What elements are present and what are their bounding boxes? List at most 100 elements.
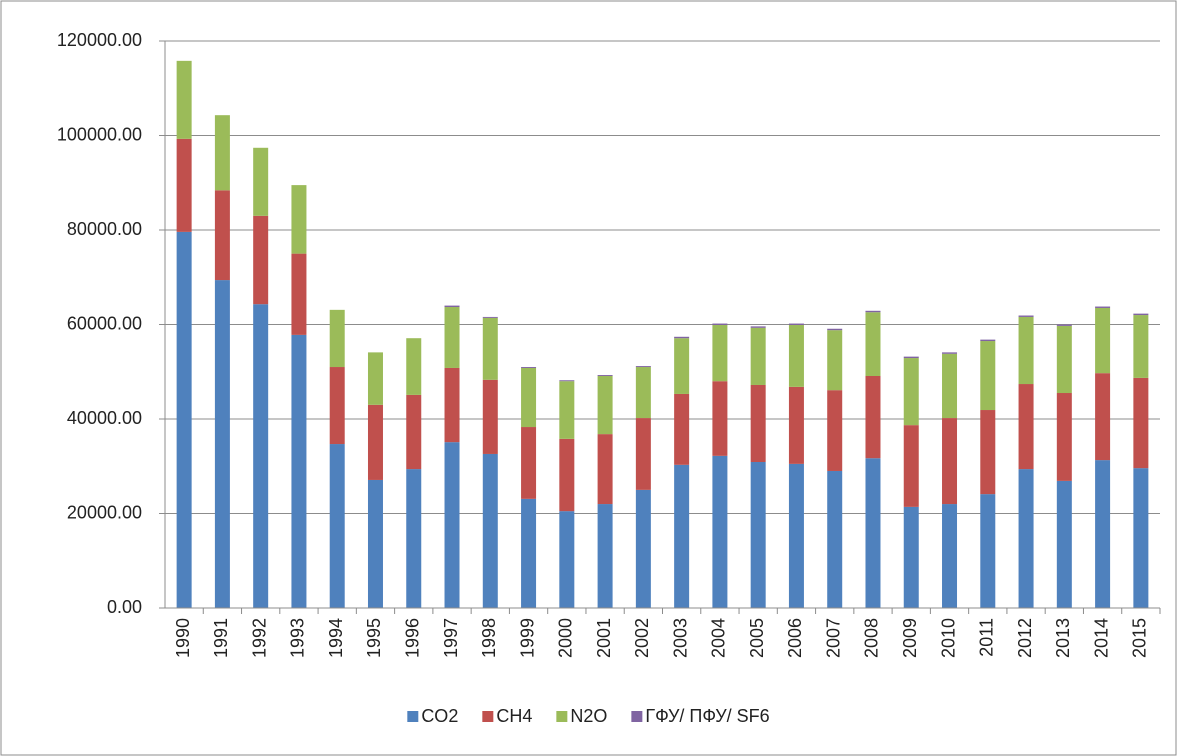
bar-segment	[980, 410, 996, 495]
x-tick-label: 1991	[211, 618, 231, 658]
x-tick-label: 1990	[173, 618, 193, 658]
x-tick-label: 2006	[785, 618, 805, 658]
bar-segment	[942, 504, 958, 608]
bar-segment	[214, 280, 230, 608]
bar-segment	[291, 253, 307, 335]
bar-segment	[482, 379, 498, 454]
bar-segment	[482, 453, 498, 608]
bar-segment	[827, 390, 843, 471]
bar-segment	[597, 504, 613, 608]
bar-segment	[980, 341, 996, 411]
y-tick-label: 0.00	[107, 597, 142, 617]
bar-segment	[750, 384, 766, 462]
bar-segment	[176, 138, 192, 232]
bar-segment	[1095, 306, 1111, 308]
bar-segment	[674, 336, 690, 339]
bar-segment	[521, 427, 537, 499]
legend-label: ГФУ/ ПФУ/ SF6	[645, 706, 769, 726]
x-tick-label: 1998	[479, 618, 499, 658]
bar-segment	[521, 367, 537, 368]
bar-segment	[521, 498, 537, 608]
bar-segment	[865, 312, 881, 377]
bar-segment	[291, 185, 307, 254]
x-tick-label: 2002	[632, 618, 652, 658]
bar-segment	[674, 393, 690, 465]
bar-segment	[1056, 480, 1072, 608]
bar-segment	[1133, 377, 1149, 469]
x-tick-label: 2008	[862, 618, 882, 658]
bar-segment	[1018, 316, 1034, 385]
bar-segment	[482, 316, 498, 318]
bar-segment	[865, 376, 881, 459]
legend-swatch	[556, 711, 568, 722]
legend-label: CH4	[496, 706, 532, 726]
x-tick-label: 2004	[709, 618, 729, 658]
x-tick-label: 1993	[288, 618, 308, 658]
bar-segment	[635, 367, 651, 419]
bar-segment	[406, 469, 422, 608]
legend-label: N2O	[570, 706, 607, 726]
bar-segment	[444, 307, 460, 368]
bar-segment	[1095, 373, 1111, 461]
legend-swatch	[631, 711, 643, 722]
bar-segment	[674, 338, 690, 394]
bar-segment	[942, 352, 958, 354]
bar-segment	[865, 458, 881, 608]
bar-segment	[635, 366, 651, 368]
bar-segment	[444, 442, 460, 608]
bar-segment	[329, 309, 345, 368]
bar-segment	[597, 434, 613, 505]
x-tick-label: 2014	[1091, 618, 1111, 658]
bar-segment	[750, 461, 766, 608]
legend-swatch	[407, 711, 419, 722]
bar-segment	[980, 494, 996, 608]
bar-segment	[176, 60, 192, 139]
y-tick-label: 80000.00	[67, 219, 142, 239]
bar-segment	[367, 479, 383, 608]
legend: CO2 CH4 N2O ГФУ/ ПФУ/ SF6	[407, 706, 770, 726]
x-tick-label: 1992	[249, 618, 269, 658]
bar-segment	[750, 326, 766, 328]
bar-segment	[406, 338, 422, 395]
bar-segment	[903, 356, 919, 359]
bar-segment	[214, 115, 230, 191]
bar-segment	[865, 310, 881, 313]
bar-segment	[1095, 460, 1111, 608]
bar-segment	[827, 330, 843, 391]
x-tick-label: 2011	[977, 618, 997, 657]
bar-segment	[903, 506, 919, 608]
bar-segment	[1056, 393, 1072, 481]
y-tick-label: 20000.00	[67, 502, 142, 522]
bar-segment	[253, 304, 269, 608]
bar-segment	[1095, 307, 1111, 374]
bar-segment	[1018, 315, 1034, 317]
bar-segment	[444, 367, 460, 443]
legend-label: CO2	[421, 706, 458, 726]
bar-segment	[903, 358, 919, 426]
bar-segment	[712, 323, 728, 325]
bar-segment	[559, 511, 575, 608]
y-tick-label: 120000.00	[57, 30, 142, 50]
x-tick-label: 2015	[1130, 618, 1150, 658]
bar-segment	[712, 324, 728, 382]
legend-swatch	[482, 711, 494, 722]
bar-segment	[1018, 469, 1034, 608]
bar-segment	[980, 339, 996, 342]
bar-segment	[559, 380, 575, 382]
bar-segment	[788, 323, 804, 325]
bar-segment	[942, 418, 958, 505]
bar-segment	[788, 463, 804, 608]
bar-segment	[559, 381, 575, 439]
bar-segment	[597, 376, 613, 435]
x-tick-label: 2000	[556, 618, 576, 658]
x-tick-label: 1996	[403, 618, 423, 658]
bar-segment	[597, 375, 613, 377]
bar-segment	[942, 353, 958, 419]
x-tick-label: 2001	[594, 618, 614, 658]
y-tick-label: 60000.00	[67, 313, 142, 333]
bar-segment	[635, 489, 651, 608]
bar-segment	[788, 386, 804, 464]
bar-segment	[253, 215, 269, 305]
